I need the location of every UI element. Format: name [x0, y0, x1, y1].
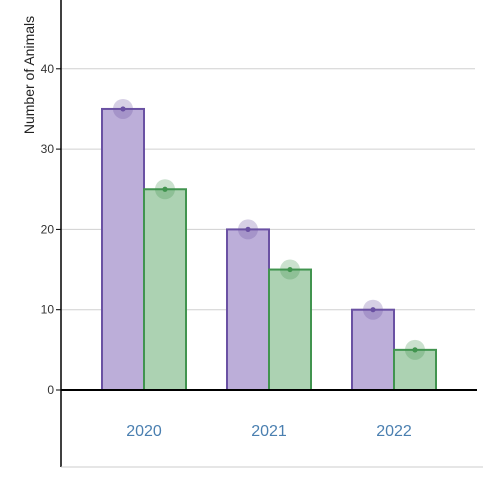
category-label-2020: 2020: [126, 423, 162, 440]
y-tick-label-10: 10: [41, 303, 55, 317]
y-tick-label-40: 40: [41, 62, 55, 76]
bars: [101, 107, 437, 392]
marker-dot-2022-series-2: [412, 347, 418, 353]
marker-dot-2020-series-1: [120, 106, 126, 112]
y-axis-title: Number of Animals: [21, 16, 37, 134]
marker-dot-2021-series-2: [287, 266, 293, 273]
bar-2022-series-2: [393, 348, 437, 392]
y-tick-label-0: 0: [47, 383, 54, 397]
y-tick-label-30: 30: [41, 142, 55, 156]
bar-2021-series-1: [226, 228, 270, 391]
y-tick-labels: 01020304050: [41, 62, 61, 397]
marker-dot-2020-series-2: [162, 186, 168, 192]
marker-dot-2021-series-1: [245, 226, 251, 232]
category-label-2021: 2021: [251, 423, 287, 440]
bar-markers: [113, 98, 425, 360]
bar-2020-series-1: [101, 107, 145, 391]
bar-2021-series-2: [268, 268, 312, 391]
bar-2020-series-2: [143, 188, 187, 391]
marker-dot-2022-series-1: [370, 307, 376, 313]
y-tick-label-20: 20: [41, 222, 55, 236]
category-labels: 2020 2021 2022: [126, 423, 412, 440]
bar-2022-series-1: [351, 308, 395, 392]
category-label-2022: 2022: [376, 423, 412, 440]
